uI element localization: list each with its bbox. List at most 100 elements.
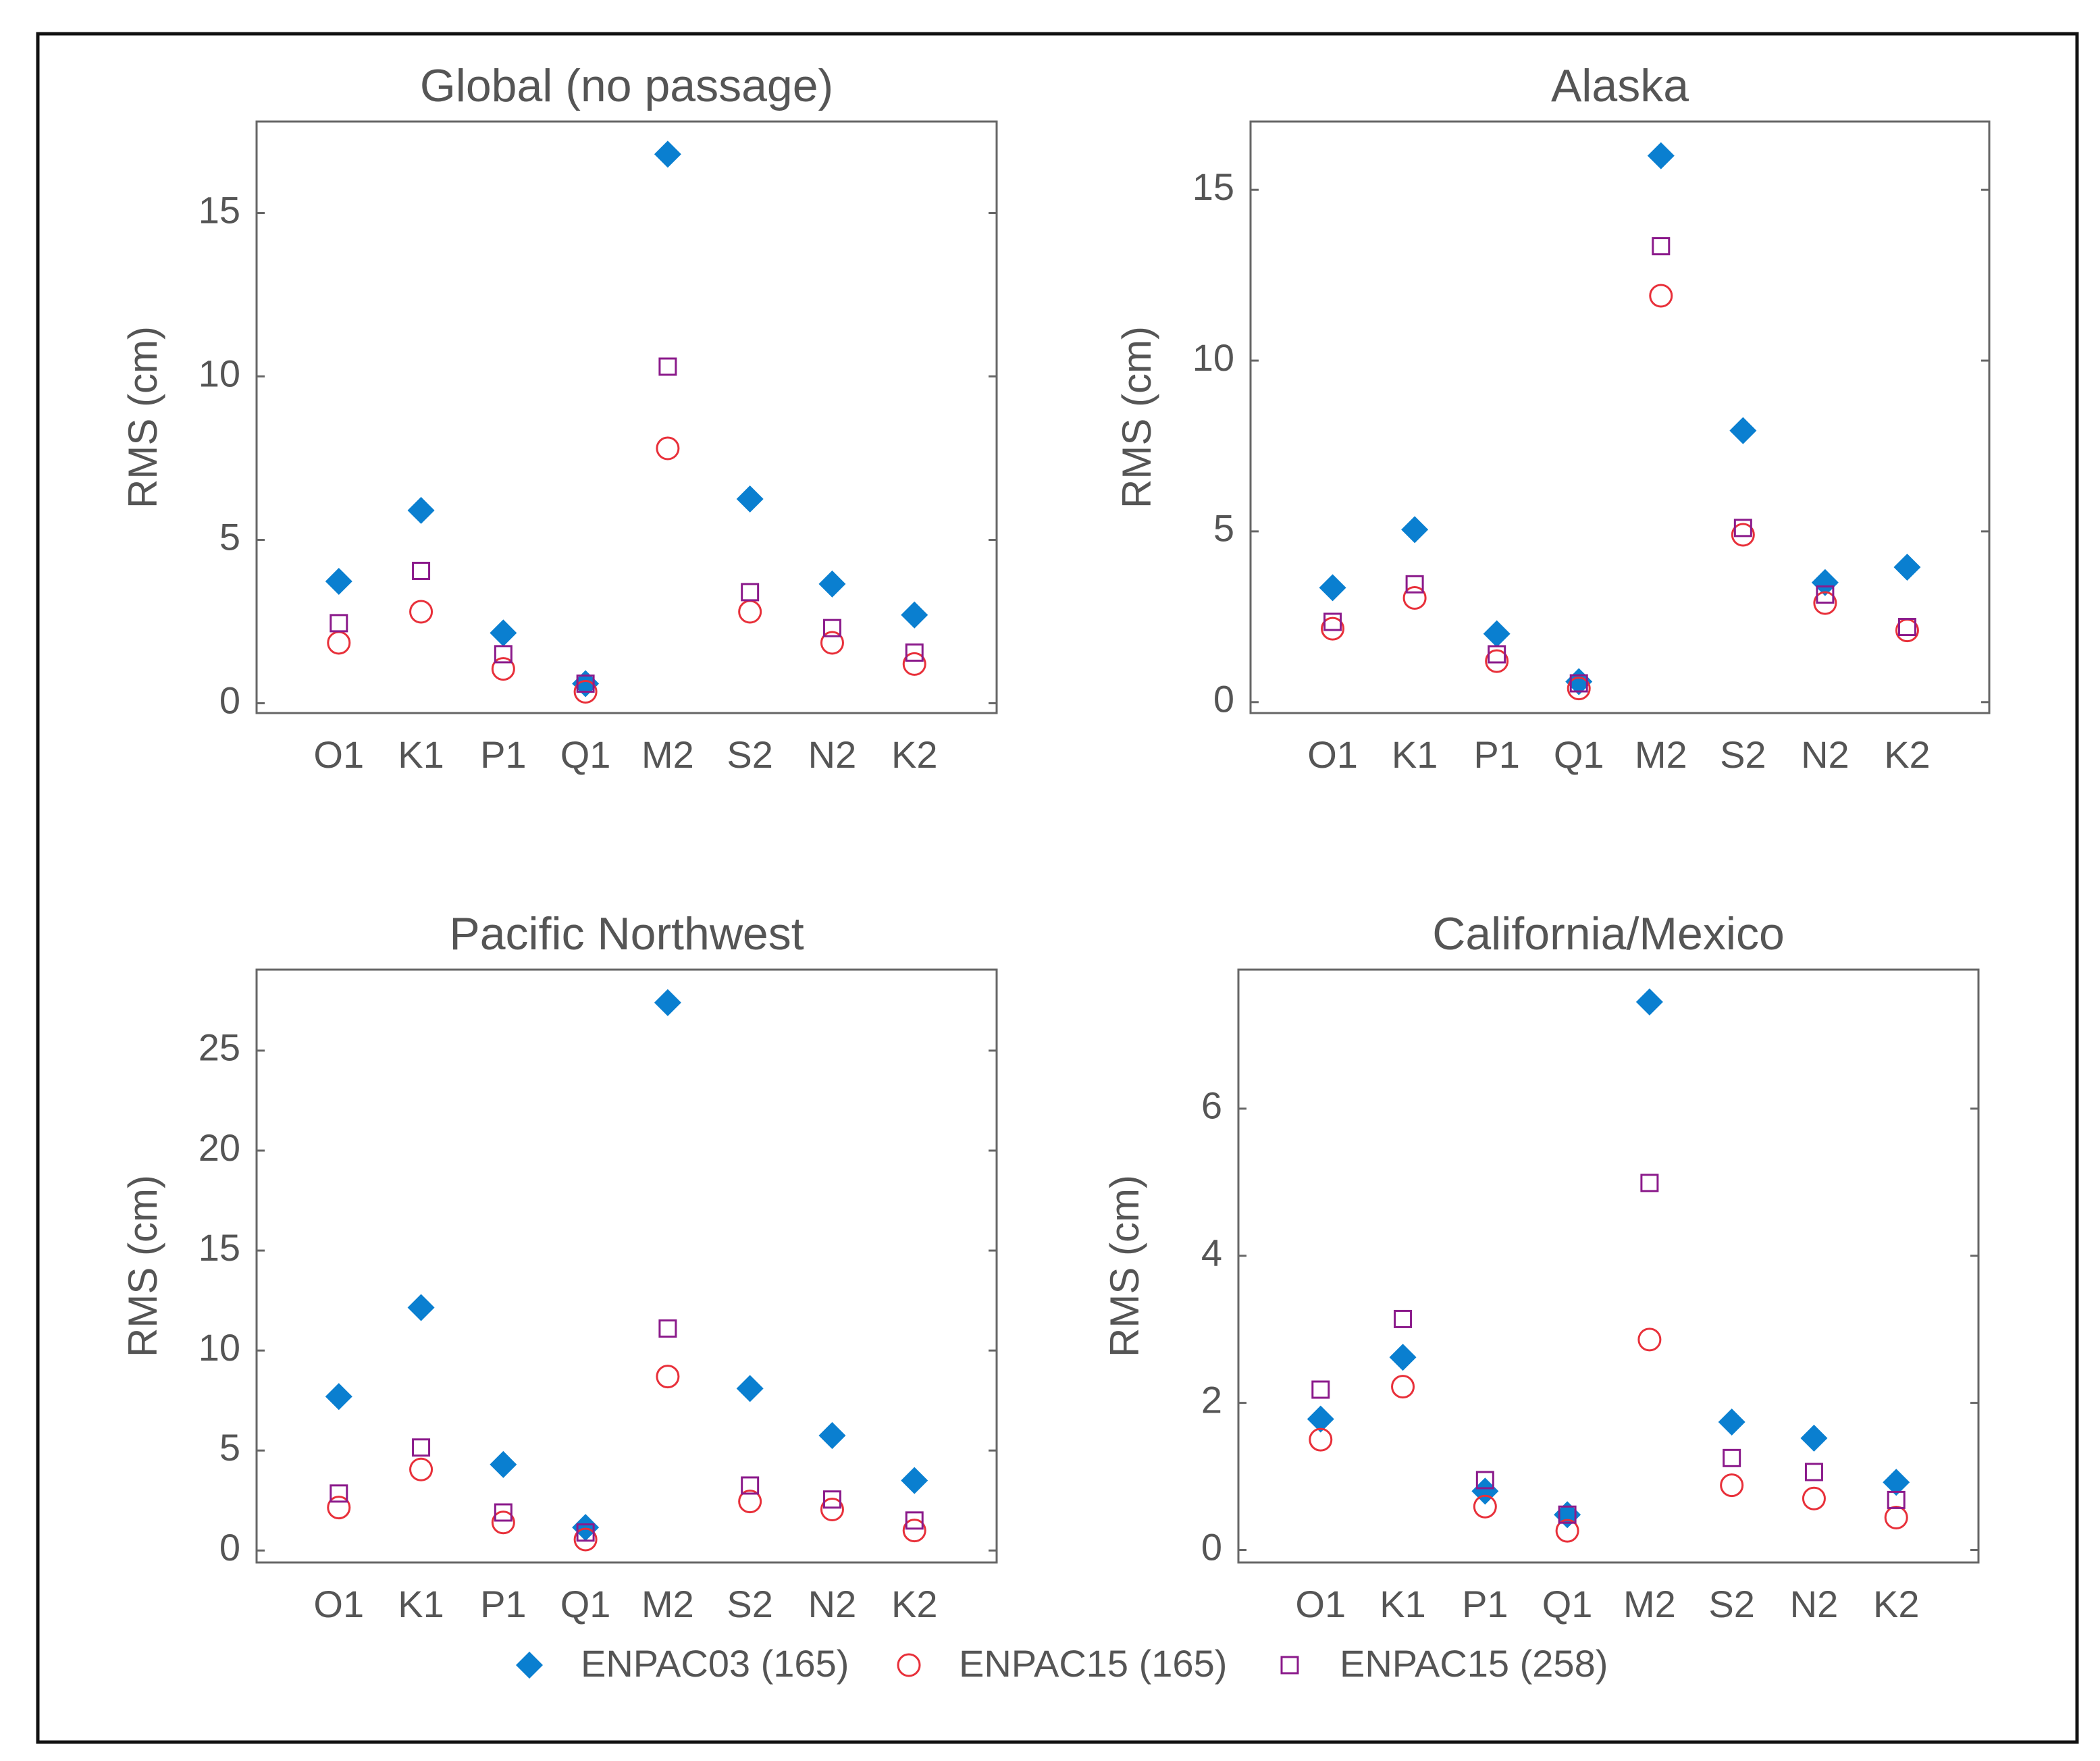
- chart-title: Alaska: [1551, 60, 1689, 111]
- circle-marker: [897, 1653, 921, 1677]
- x-tick-label: P1: [480, 1583, 527, 1625]
- x-tick-label: P1: [1473, 733, 1520, 776]
- x-tick-label: O1: [313, 733, 364, 776]
- diamond-marker: [654, 989, 681, 1016]
- y-tick-label: 0: [1201, 1525, 1222, 1568]
- circle-marker: [491, 657, 515, 681]
- circle-marker: [1802, 1486, 1826, 1510]
- x-tick-label: M2: [641, 733, 694, 776]
- y-tick-label: 10: [199, 352, 240, 394]
- x-tick-label: K2: [1873, 1583, 1920, 1625]
- x-tick-label: S2: [727, 733, 773, 776]
- diamond-marker: [1800, 1424, 1828, 1452]
- circle-marker: [573, 680, 598, 704]
- circle-marker: [1321, 616, 1345, 641]
- circle-marker: [1485, 649, 1509, 673]
- square-marker: [1887, 1490, 1906, 1509]
- x-tick-label: S2: [1720, 733, 1766, 776]
- figure-border: [36, 32, 2079, 1744]
- diamond-marker: [1483, 620, 1511, 648]
- diamond-marker: [490, 1450, 517, 1478]
- square-marker: [1897, 618, 1916, 637]
- plot-frame: [1237, 968, 1980, 1564]
- diamond-marker: [1635, 988, 1663, 1016]
- square-marker: [1558, 1505, 1577, 1524]
- chart-title: Pacific Northwest: [449, 908, 804, 960]
- diamond-marker: [1893, 554, 1921, 581]
- diamond-marker: [1729, 417, 1757, 444]
- chart-title: California/Mexico: [1432, 908, 1785, 960]
- plot-frame: [255, 968, 998, 1564]
- diamond-marker: [1718, 1408, 1745, 1436]
- diamond-marker: [407, 496, 435, 524]
- square-marker: [1723, 1448, 1741, 1467]
- diamond-marker: [1319, 574, 1346, 602]
- circle-marker: [738, 1490, 762, 1514]
- circle-marker: [1649, 284, 1673, 308]
- circle-marker: [1402, 586, 1427, 610]
- y-tick-label: 10: [199, 1326, 240, 1369]
- square-marker: [412, 561, 431, 580]
- y-tick-label: 0: [1213, 678, 1234, 720]
- square-marker: [412, 1438, 431, 1457]
- y-tick-label: 5: [219, 1426, 240, 1469]
- y-tick-label: 0: [219, 1526, 240, 1569]
- diamond-marker: [1647, 142, 1675, 169]
- plot-frame: [1249, 120, 1991, 714]
- square-marker: [494, 1503, 513, 1522]
- circle-marker: [1813, 591, 1837, 615]
- x-tick-label: O1: [1295, 1583, 1346, 1625]
- diamond-marker: [1389, 1344, 1417, 1371]
- square-marker: [905, 1511, 924, 1530]
- circle-marker: [656, 1365, 680, 1389]
- square-marker: [494, 645, 513, 664]
- square-marker: [1569, 674, 1588, 693]
- square-marker: [741, 583, 760, 602]
- y-tick-label: 15: [199, 1226, 240, 1269]
- square-marker: [1640, 1174, 1659, 1192]
- circle-marker: [1637, 1328, 1662, 1352]
- x-tick-label: P1: [480, 733, 527, 776]
- square-marker: [576, 1523, 595, 1542]
- square-marker: [822, 1490, 841, 1509]
- x-tick-label: N2: [808, 1583, 857, 1625]
- chart-title: Global (no passage): [420, 60, 833, 111]
- square-marker: [576, 674, 595, 693]
- diamond-marker: [901, 601, 928, 629]
- diamond-marker: [818, 570, 846, 598]
- circle-marker: [902, 1519, 926, 1543]
- circle-marker: [327, 1496, 351, 1520]
- square-marker: [330, 1484, 348, 1503]
- y-tick-label: 6: [1201, 1084, 1222, 1127]
- x-tick-label: N2: [1801, 733, 1849, 776]
- diamond-marker: [572, 670, 600, 698]
- diamond-marker: [325, 567, 352, 595]
- plot-frame: [255, 120, 998, 714]
- x-tick-label: Q1: [560, 1583, 611, 1625]
- x-tick-label: M2: [1623, 1583, 1676, 1625]
- y-axis-label: RMS (cm): [120, 1175, 165, 1357]
- x-tick-label: Q1: [560, 733, 611, 776]
- circle-marker: [1391, 1375, 1415, 1399]
- y-axis-label: RMS (cm): [120, 326, 165, 508]
- circle-marker: [409, 1457, 434, 1481]
- circle-marker: [656, 436, 680, 461]
- square-marker: [1816, 585, 1835, 604]
- y-tick-label: 25: [199, 1026, 240, 1069]
- circle-marker: [1720, 1473, 1744, 1498]
- square-marker: [1733, 519, 1752, 537]
- x-tick-label: M2: [1635, 733, 1687, 776]
- x-tick-label: K1: [398, 733, 444, 776]
- y-tick-label: 5: [1213, 507, 1234, 550]
- square-marker: [1311, 1380, 1330, 1399]
- square-marker: [1488, 645, 1506, 664]
- square-marker: [658, 357, 677, 376]
- y-tick-label: 20: [199, 1126, 240, 1169]
- x-tick-label: P1: [1462, 1583, 1508, 1625]
- diamond-marker: [736, 1375, 764, 1402]
- diamond-marker: [654, 140, 681, 168]
- y-axis-label: RMS (cm): [1102, 1175, 1147, 1357]
- circle-marker: [1309, 1427, 1333, 1452]
- circle-marker: [902, 652, 926, 676]
